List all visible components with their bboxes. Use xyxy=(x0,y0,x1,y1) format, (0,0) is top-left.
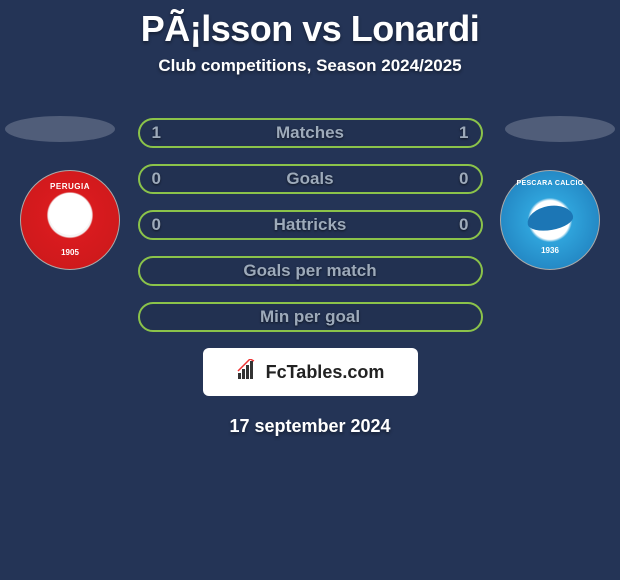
subtitle: Club competitions, Season 2024/2025 xyxy=(0,56,620,76)
stat-label: Min per goal xyxy=(260,307,360,327)
player-oval-right xyxy=(505,116,615,142)
date-label: 17 september 2024 xyxy=(0,416,620,437)
comparison-panel: PERUGIA 1905 PESCARA CALCIO 1936 1 Match… xyxy=(0,118,620,437)
page-title: PÃ¡lsson vs Lonardi xyxy=(0,0,620,50)
stats-rows: 1 Matches 1 0 Goals 0 0 Hattricks 0 Goal… xyxy=(138,118,483,332)
stat-left-value: 0 xyxy=(152,215,161,235)
stat-row-matches: 1 Matches 1 xyxy=(138,118,483,148)
club-year-left: 1905 xyxy=(61,248,79,257)
club-badge-left: PERUGIA 1905 xyxy=(20,170,120,270)
stat-row-goals-per-match: Goals per match xyxy=(138,256,483,286)
club-name-right: PESCARA CALCIO xyxy=(517,180,584,187)
club-badge-right: PESCARA CALCIO 1936 xyxy=(500,170,600,270)
chart-icon xyxy=(236,359,262,386)
logo-text: FcTables.com xyxy=(266,362,385,383)
stat-label: Hattricks xyxy=(274,215,347,235)
club-name-left: PERUGIA xyxy=(50,182,90,191)
stat-label: Goals per match xyxy=(243,261,376,281)
logo-box: FcTables.com xyxy=(203,348,418,396)
stat-label: Matches xyxy=(276,123,344,143)
stat-row-min-per-goal: Min per goal xyxy=(138,302,483,332)
stat-right-value: 0 xyxy=(459,169,468,189)
player-oval-left xyxy=(5,116,115,142)
stat-row-goals: 0 Goals 0 xyxy=(138,164,483,194)
stat-right-value: 1 xyxy=(459,123,468,143)
stat-label: Goals xyxy=(286,169,333,189)
stat-row-hattricks: 0 Hattricks 0 xyxy=(138,210,483,240)
club-year-right: 1936 xyxy=(541,246,559,255)
stat-right-value: 0 xyxy=(459,215,468,235)
stat-left-value: 1 xyxy=(152,123,161,143)
stat-left-value: 0 xyxy=(152,169,161,189)
